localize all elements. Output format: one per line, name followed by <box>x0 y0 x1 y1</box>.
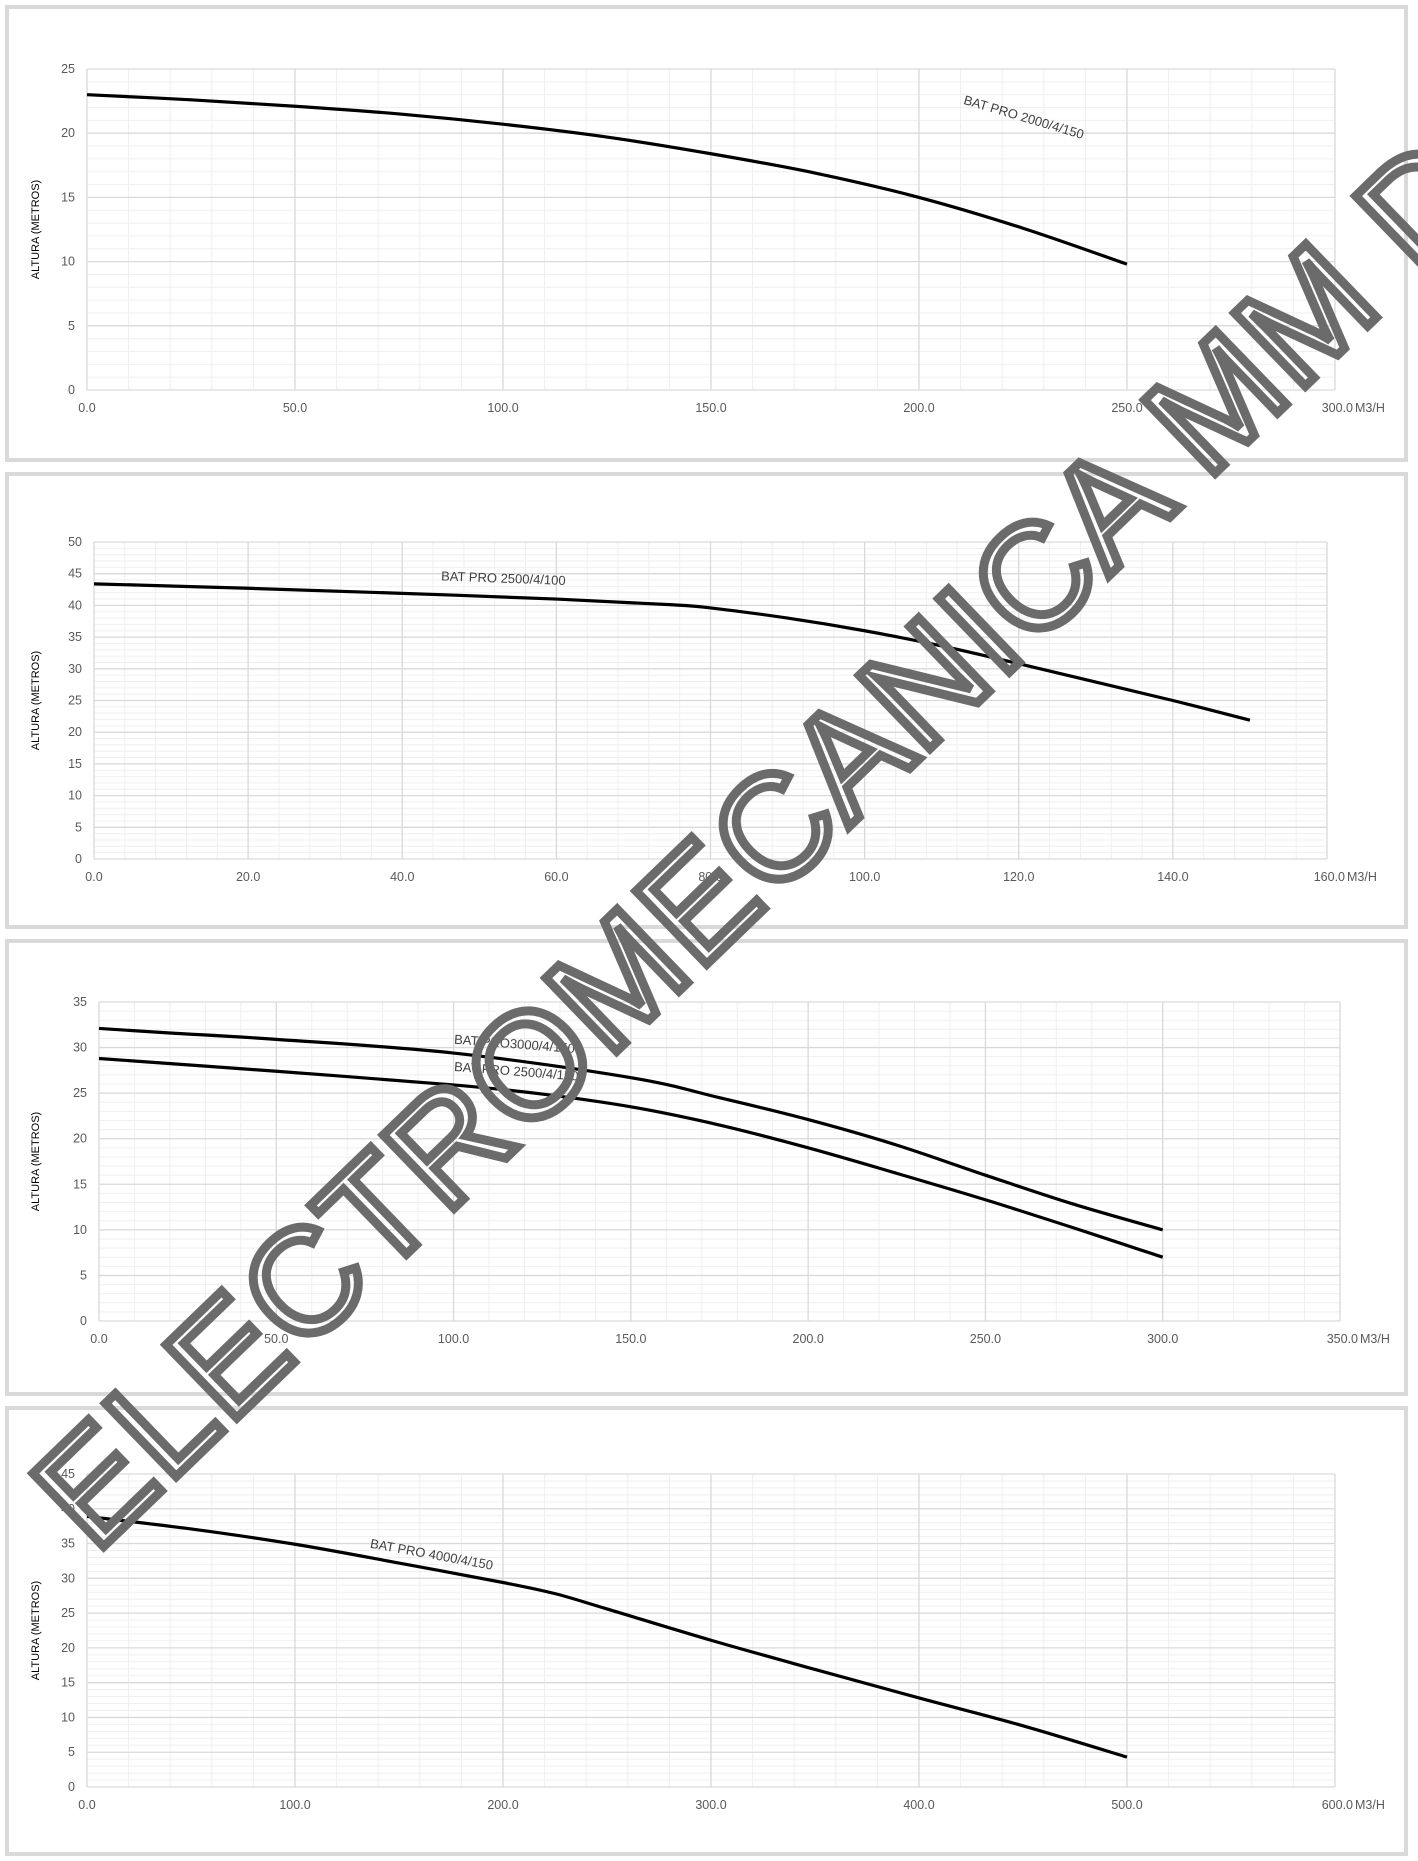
y-axis-label: ALTURA (METROS) <box>30 651 42 750</box>
chart-panel-1: 0.0 50.0 100.0 150.0 200.0 250.0 300.0 M3/H 0 5 10… <box>5 5 1408 462</box>
y-tick-label: 10 <box>61 255 75 269</box>
y-tick-label: 30 <box>68 662 82 676</box>
x-tick-label: 150.0 <box>615 1332 646 1346</box>
y-tick-label: 0 <box>80 1314 87 1328</box>
x-tick-label: 200.0 <box>903 401 934 415</box>
chart-1-svg: 0.0 50.0 100.0 150.0 200.0 250.0 300.0 M3/H 0 5 10… <box>30 62 1385 415</box>
x-tick-label: 400.0 <box>903 1798 934 1812</box>
x-tick-label: 100.0 <box>487 401 518 415</box>
series-line-1 <box>86 93 1128 266</box>
x-tick-label: 80.0 <box>698 870 722 884</box>
x-tick-label: 20.0 <box>236 870 260 884</box>
chart-panel-4: 0.0 100.0 200.0 300.0 400.0 500.0 600.0 M3/H 0 5 1… <box>5 1406 1408 1856</box>
series-label-1: BAT PRO3000/4/150 <box>454 1032 576 1056</box>
x-tick-label: 140.0 <box>1157 870 1188 884</box>
y-tick-label: 20 <box>61 126 75 140</box>
chart-panel-3: 0.0 50.0 100.0 150.0 200.0 250.0 300.0 350.0 M3/… <box>5 939 1408 1396</box>
chart-panel-2: 0.0 20.0 40.0 60.0 80.0 100.0 120.0 140.0 160.0 M… <box>5 472 1408 929</box>
x-tick-label: 300.0 <box>1322 401 1353 415</box>
chart-2-svg: 0.0 20.0 40.0 60.0 80.0 100.0 120.0 140.0 160.0 M… <box>30 535 1377 884</box>
chart-3-svg: 0.0 50.0 100.0 150.0 200.0 250.0 300.0 350.0 M3/… <box>30 995 1390 1346</box>
y-tick-label: 30 <box>73 1041 87 1055</box>
y-tick-label: 20 <box>68 725 82 739</box>
y-tick-label: 25 <box>73 1086 87 1100</box>
x-tick-label: 160.0 <box>1314 870 1345 884</box>
x-tick-label: 60.0 <box>544 870 568 884</box>
y-tick-label: 15 <box>68 757 82 771</box>
x-tick-label: 200.0 <box>487 1798 518 1812</box>
series-line-2 <box>98 1056 1164 1259</box>
x-tick-label: 40.0 <box>390 870 414 884</box>
series-line-1 <box>98 1026 1164 1232</box>
x-tick-label: 50.0 <box>283 401 307 415</box>
x-tick-label: 600.0 <box>1322 1798 1353 1812</box>
y-tick-label: 5 <box>68 319 75 333</box>
y-tick-label: 5 <box>75 820 82 834</box>
y-tick-label: 30 <box>61 1571 75 1585</box>
y-tick-label: 50 <box>68 535 82 549</box>
y-tick-label: 15 <box>73 1177 87 1191</box>
y-tick-label: 35 <box>73 995 87 1009</box>
x-tick-label: 250.0 <box>970 1332 1001 1346</box>
series-label-1: BAT PRO 2000/4/150 <box>962 92 1086 142</box>
y-tick-label: 0 <box>75 852 82 866</box>
y-tick-label: 15 <box>61 190 75 204</box>
series-line-1 <box>93 582 1251 722</box>
y-tick-label: 45 <box>68 567 82 581</box>
series-line-1 <box>86 1514 1128 1759</box>
x-tick-label: 0.0 <box>78 401 95 415</box>
x-tick-label: 250.0 <box>1111 401 1142 415</box>
x-tick-label: 500.0 <box>1111 1798 1142 1812</box>
x-tick-label: 0.0 <box>85 870 102 884</box>
y-tick-label: 40 <box>68 598 82 612</box>
x-tick-label: 50.0 <box>264 1332 288 1346</box>
x-tick-label: 100.0 <box>438 1332 469 1346</box>
y-axis-label: ALTURA (METROS) <box>30 1112 42 1211</box>
y-tick-label: 15 <box>61 1676 75 1690</box>
x-axis-unit: M3/H <box>1360 1332 1390 1346</box>
chart-4-svg: 0.0 100.0 200.0 300.0 400.0 500.0 600.0 M3/H 0 5 1… <box>30 1467 1385 1812</box>
y-axis-label: ALTURA (METROS) <box>30 1581 42 1680</box>
x-tick-label: 100.0 <box>849 870 880 884</box>
y-tick-label: 5 <box>68 1745 75 1759</box>
x-tick-label: 350.0 <box>1327 1332 1358 1346</box>
x-tick-label: 0.0 <box>90 1332 107 1346</box>
x-tick-label: 300.0 <box>695 1798 726 1812</box>
x-tick-label: 120.0 <box>1003 870 1034 884</box>
y-tick-label: 45 <box>61 1467 75 1481</box>
x-tick-label: 150.0 <box>695 401 726 415</box>
x-tick-label: 100.0 <box>279 1798 310 1812</box>
y-tick-label: 25 <box>61 1606 75 1620</box>
y-tick-label: 25 <box>68 694 82 708</box>
y-tick-label: 35 <box>61 1537 75 1551</box>
y-tick-label: 5 <box>80 1268 87 1282</box>
y-tick-label: 0 <box>68 383 75 397</box>
y-tick-label: 35 <box>68 630 82 644</box>
y-axis-label: ALTURA (METROS) <box>30 180 42 279</box>
x-tick-label: 300.0 <box>1147 1332 1178 1346</box>
series-label-1: BAT PRO 2500/4/100 <box>441 568 566 588</box>
x-tick-label: 200.0 <box>793 1332 824 1346</box>
x-axis-unit: M3/H <box>1355 401 1385 415</box>
y-tick-label: 10 <box>61 1710 75 1724</box>
y-tick-label: 20 <box>73 1132 87 1146</box>
y-tick-label: 10 <box>73 1223 87 1237</box>
y-tick-label: 0 <box>68 1780 75 1794</box>
x-axis-unit: M3/H <box>1355 1798 1385 1812</box>
x-axis-unit: M3/H <box>1347 870 1377 884</box>
series-label-1: BAT PRO 4000/4/150 <box>369 1536 494 1573</box>
y-tick-label: 10 <box>68 789 82 803</box>
y-tick-label: 40 <box>61 1502 75 1516</box>
y-tick-label: 25 <box>61 62 75 76</box>
x-tick-label: 0.0 <box>78 1798 95 1812</box>
y-tick-label: 20 <box>61 1641 75 1655</box>
